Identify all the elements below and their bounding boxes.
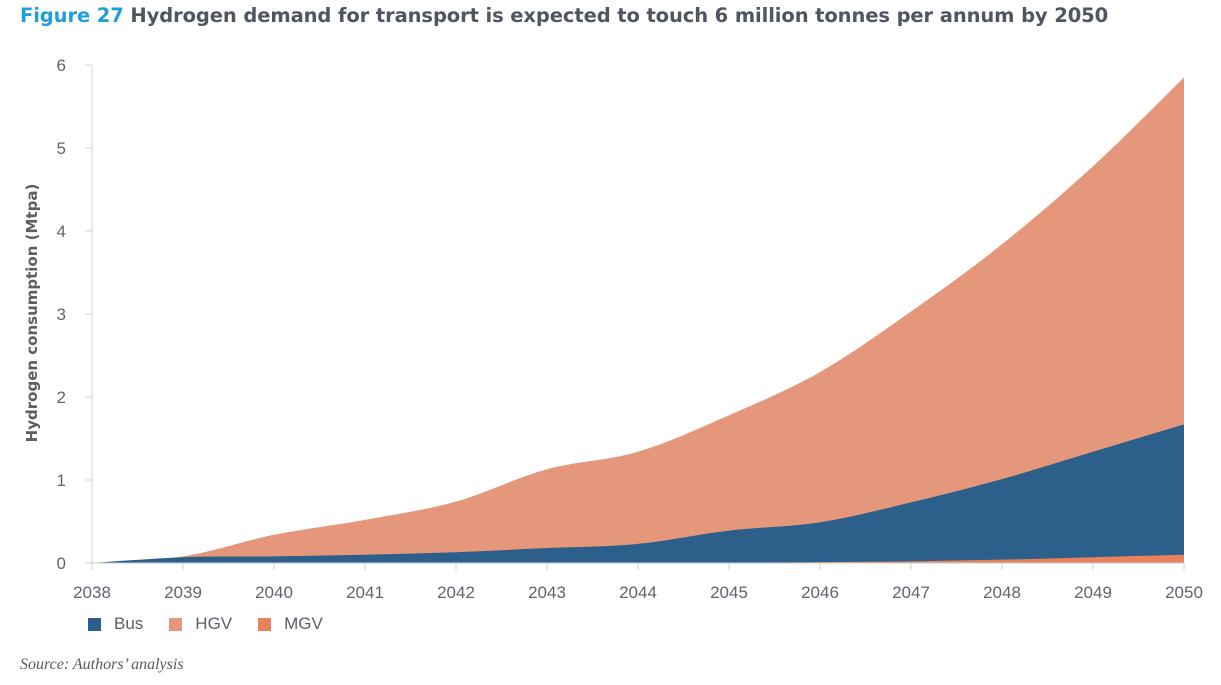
- legend-label: MGV: [284, 614, 323, 633]
- axes-layer: 0 1 2 3 4 5 6 2038 2039 2040 2041 2042 2043 2044 2045 2…: [57, 56, 1203, 602]
- figure-number: Figure 27: [20, 4, 124, 27]
- y-axis-title: Hydrogen consumption (Mtpa): [23, 184, 41, 443]
- x-tick-label: 2039: [164, 583, 202, 602]
- y-tick-label: 3: [57, 305, 66, 324]
- x-tick-label: 2040: [255, 583, 293, 602]
- source-note: Source: Authors’ analysis: [20, 656, 184, 673]
- x-tick-label: 2050: [1165, 583, 1203, 602]
- y-tick-label: 2: [57, 388, 66, 407]
- legend-swatch: [169, 617, 183, 631]
- x-tick-label: 2046: [801, 583, 839, 602]
- y-tick-label: 1: [57, 471, 66, 490]
- legend-swatch: [88, 617, 101, 631]
- legend-item-hgv: HGV: [169, 614, 232, 634]
- y-tick-label: 4: [57, 222, 66, 241]
- y-tick-label: 0: [57, 554, 66, 573]
- x-tick-label: 2044: [619, 583, 657, 602]
- figure-title-text: Hydrogen demand for transport is expecte…: [130, 4, 1109, 27]
- area-mgv: [92, 554, 1184, 564]
- y-tick-label: 6: [57, 56, 66, 75]
- x-tick-label: 2043: [528, 583, 566, 602]
- x-tick-label: 2045: [710, 583, 748, 602]
- legend-label: Bus: [114, 614, 144, 633]
- area-bus: [92, 424, 1184, 563]
- legend-item-mgv: MGV: [258, 614, 323, 634]
- area-series-layer: [92, 77, 1184, 564]
- x-tick-label: 2038: [73, 583, 111, 602]
- x-tick-label: 2042: [437, 583, 475, 602]
- legend: Bus HGV MGV: [88, 614, 349, 634]
- x-tick-label: 2047: [892, 583, 930, 602]
- legend-label: HGV: [195, 614, 233, 633]
- y-tick-label: 5: [57, 139, 66, 158]
- legend-item-bus: Bus: [88, 614, 143, 634]
- x-tick-label: 2041: [346, 583, 384, 602]
- x-tick-label: 2049: [1074, 583, 1112, 602]
- chart-title: Figure 27 Hydrogen demand for transport …: [20, 4, 1108, 27]
- x-tick-label: 2048: [983, 583, 1021, 602]
- area-hgv: [92, 77, 1184, 563]
- legend-swatch: [258, 617, 272, 631]
